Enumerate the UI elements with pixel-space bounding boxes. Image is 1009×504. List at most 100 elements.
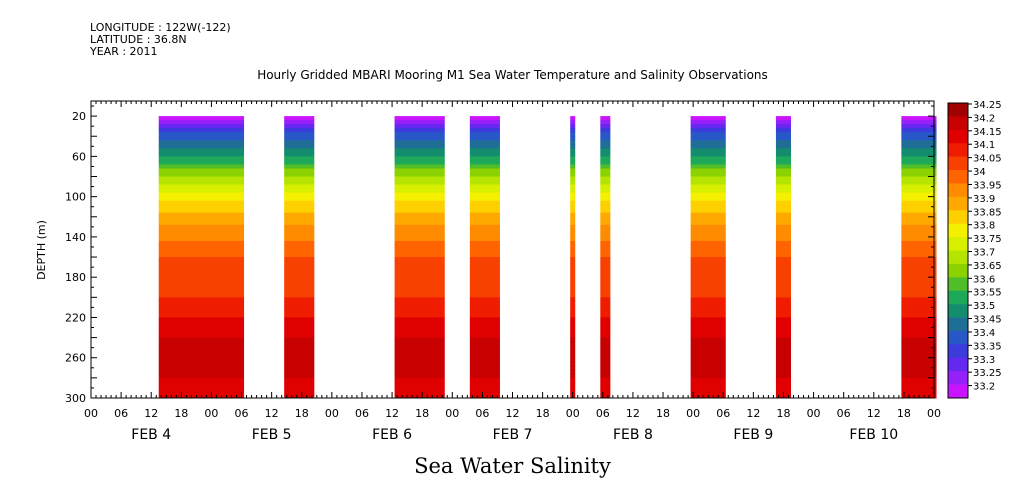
salinity-band bbox=[394, 365, 445, 371]
salinity-band bbox=[690, 349, 726, 355]
salinity-band bbox=[901, 389, 937, 395]
data-segment bbox=[469, 116, 500, 399]
salinity-band bbox=[600, 329, 611, 335]
salinity-band bbox=[284, 285, 315, 290]
salinity-band bbox=[469, 244, 500, 250]
salinity-band bbox=[284, 128, 315, 133]
salinity-band bbox=[690, 341, 726, 347]
salinity-band bbox=[394, 317, 445, 322]
salinity-band bbox=[775, 281, 791, 286]
salinity-band bbox=[284, 176, 315, 182]
salinity-band bbox=[901, 369, 937, 375]
salinity-band bbox=[158, 269, 245, 274]
salinity-band bbox=[284, 240, 315, 246]
salinity-band bbox=[284, 377, 315, 383]
salinity-band bbox=[690, 385, 726, 391]
salinity-band bbox=[284, 164, 315, 169]
salinity-band bbox=[394, 220, 445, 226]
salinity-band bbox=[394, 188, 445, 194]
salinity-band bbox=[775, 236, 791, 242]
salinity-band bbox=[901, 313, 937, 318]
colorbar-label: 33.25 bbox=[973, 368, 1002, 379]
salinity-band bbox=[394, 216, 445, 222]
salinity-band bbox=[901, 224, 937, 230]
salinity-band bbox=[570, 361, 576, 367]
salinity-band bbox=[901, 184, 937, 190]
salinity-band bbox=[690, 172, 726, 178]
salinity-band bbox=[600, 325, 611, 331]
salinity-band bbox=[690, 273, 726, 278]
x-tick-label: 06 bbox=[235, 407, 249, 420]
x-axis-title: Sea Water Salinity bbox=[414, 454, 611, 478]
salinity-band bbox=[690, 317, 726, 322]
salinity-band bbox=[775, 184, 791, 190]
salinity-band bbox=[570, 357, 576, 363]
salinity-band bbox=[690, 120, 726, 125]
salinity-band bbox=[901, 285, 937, 290]
salinity-band bbox=[469, 333, 500, 339]
salinity-band bbox=[901, 381, 937, 387]
salinity-band bbox=[158, 248, 245, 254]
salinity-band bbox=[690, 176, 726, 182]
salinity-band bbox=[284, 289, 315, 294]
x-tick-label: 12 bbox=[144, 407, 158, 420]
plot-area bbox=[158, 116, 937, 399]
salinity-band bbox=[394, 373, 445, 379]
salinity-band bbox=[600, 273, 611, 278]
salinity-band bbox=[775, 156, 791, 161]
x-tick-label: 12 bbox=[626, 407, 640, 420]
salinity-band bbox=[775, 293, 791, 298]
salinity-band bbox=[469, 204, 500, 210]
salinity-band bbox=[158, 184, 245, 190]
salinity-band bbox=[690, 244, 726, 250]
salinity-band bbox=[158, 156, 245, 161]
x-tick-label: 18 bbox=[536, 407, 550, 420]
salinity-band bbox=[284, 180, 315, 186]
colorbar-label: 33.3 bbox=[973, 355, 995, 366]
salinity-band bbox=[394, 116, 445, 121]
salinity-band bbox=[600, 168, 611, 173]
salinity-band bbox=[775, 248, 791, 254]
salinity-band bbox=[600, 337, 611, 343]
salinity-band bbox=[570, 341, 576, 347]
salinity-band bbox=[394, 180, 445, 186]
salinity-band bbox=[775, 357, 791, 363]
colorbar-label: 33.8 bbox=[973, 221, 995, 232]
salinity-band bbox=[570, 333, 576, 339]
salinity-band bbox=[570, 381, 576, 387]
salinity-band bbox=[690, 168, 726, 173]
salinity-band bbox=[158, 313, 245, 318]
x-tick-label: 18 bbox=[295, 407, 309, 420]
salinity-band bbox=[775, 220, 791, 226]
salinity-band bbox=[469, 329, 500, 335]
salinity-band bbox=[158, 220, 245, 226]
salinity-band bbox=[570, 285, 576, 290]
salinity-band bbox=[394, 349, 445, 355]
salinity-band bbox=[775, 317, 791, 322]
colorbar-swatch bbox=[948, 263, 968, 278]
salinity-band bbox=[600, 184, 611, 190]
colorbar-label: 34.15 bbox=[973, 127, 1002, 138]
salinity-band bbox=[570, 248, 576, 254]
salinity-band bbox=[284, 228, 315, 234]
salinity-band bbox=[901, 269, 937, 274]
salinity-band bbox=[469, 265, 500, 270]
colorbar-swatch bbox=[948, 223, 968, 238]
salinity-band bbox=[775, 333, 791, 339]
salinity-band bbox=[901, 168, 937, 173]
salinity-band bbox=[469, 321, 500, 327]
colorbar-label: 33.2 bbox=[973, 382, 995, 393]
salinity-band bbox=[469, 349, 500, 355]
salinity-band bbox=[600, 224, 611, 230]
colorbar-label: 33.6 bbox=[973, 274, 995, 285]
salinity-band bbox=[284, 200, 315, 206]
salinity-band bbox=[394, 325, 445, 331]
y-tick-label: 300 bbox=[65, 392, 86, 405]
salinity-band bbox=[600, 124, 611, 129]
salinity-band bbox=[775, 152, 791, 157]
salinity-band bbox=[901, 132, 937, 137]
salinity-band bbox=[690, 261, 726, 266]
salinity-band bbox=[570, 128, 576, 133]
salinity-band bbox=[600, 140, 611, 145]
